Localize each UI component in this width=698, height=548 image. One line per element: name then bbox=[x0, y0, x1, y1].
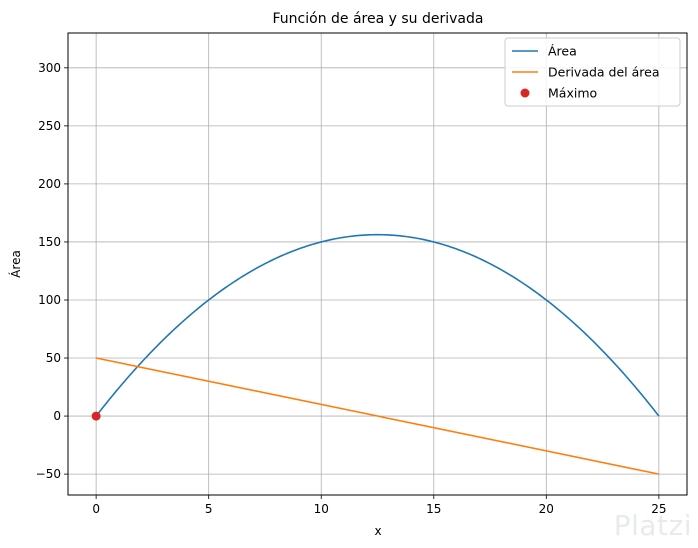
legend-label: Derivada del área bbox=[548, 65, 660, 80]
x-axis-label: x bbox=[374, 524, 381, 538]
y-tick-label: 200 bbox=[38, 177, 61, 191]
series-line-area bbox=[95, 233, 660, 417]
series-line-derivative bbox=[95, 357, 660, 475]
y-tick-label: 50 bbox=[46, 351, 61, 365]
x-tick-label: 20 bbox=[539, 502, 554, 516]
x-tick-label: 15 bbox=[426, 502, 441, 516]
series-layer bbox=[91, 233, 660, 475]
platzi-watermark: Platzi bbox=[613, 509, 692, 542]
grid bbox=[68, 33, 687, 495]
y-tick-label: −50 bbox=[36, 467, 61, 481]
x-tick-label: 5 bbox=[205, 502, 213, 516]
chart-title: Función de área y su derivada bbox=[273, 11, 484, 27]
legend-label: Máximo bbox=[548, 86, 597, 101]
y-tick-label: 0 bbox=[53, 409, 61, 423]
ticks: 0 5 10 15 20 25 −50 0 50 100 150 200 250 300 bbox=[36, 61, 667, 516]
x-tick-label: 25 bbox=[651, 502, 666, 516]
y-axis-label: Área bbox=[8, 250, 23, 278]
plot-frame bbox=[67, 32, 688, 496]
legend: Área Derivada del área Máximo bbox=[504, 37, 681, 107]
x-tick-label: 10 bbox=[314, 502, 329, 516]
x-tick-label: 0 bbox=[92, 502, 100, 516]
max-point bbox=[91, 411, 101, 421]
y-tick-label: 150 bbox=[38, 235, 61, 249]
y-tick-label: 250 bbox=[38, 119, 61, 133]
legend-label: Área bbox=[548, 44, 577, 59]
y-tick-label: 100 bbox=[38, 293, 61, 307]
legend-box bbox=[504, 37, 681, 107]
y-tick-label: 300 bbox=[38, 61, 61, 75]
legend-marker-max bbox=[520, 88, 530, 98]
